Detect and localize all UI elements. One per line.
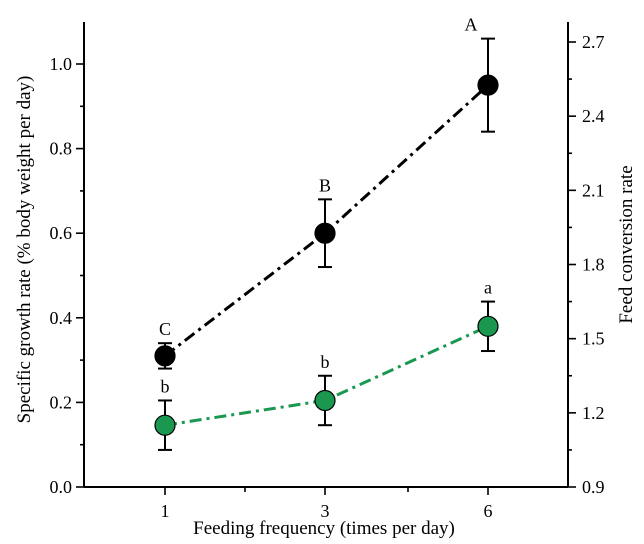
y-left-tick-label: 1.0 bbox=[50, 54, 73, 74]
y-right-tick-label: 2.7 bbox=[582, 32, 605, 52]
significance-label: B bbox=[319, 175, 331, 195]
y-axis-right-title: Feed conversion rate bbox=[616, 165, 637, 323]
y-right-tick-label: 1.5 bbox=[582, 329, 605, 349]
data-point bbox=[314, 222, 336, 244]
y-right-tick-label: 2.1 bbox=[582, 180, 605, 200]
y-left-tick-label: 0.4 bbox=[50, 308, 73, 328]
series-0: C B A bbox=[154, 15, 499, 370]
series-layer: C B Ab b a bbox=[154, 15, 499, 451]
data-point bbox=[477, 74, 499, 96]
y-left-tick-label: 0.2 bbox=[50, 392, 73, 412]
series-line bbox=[164, 84, 490, 358]
data-point bbox=[154, 345, 176, 367]
x-tick-label: 6 bbox=[484, 501, 493, 521]
series-1: b b a bbox=[154, 278, 499, 451]
data-point bbox=[477, 315, 499, 337]
y-left-tick-label: 0.0 bbox=[50, 477, 73, 497]
significance-label: a bbox=[484, 278, 492, 298]
data-point bbox=[314, 389, 336, 412]
y-right-tick-label: 0.9 bbox=[582, 477, 605, 497]
x-tick-label: 3 bbox=[321, 501, 330, 521]
x-axis-title: Feeding frequency (times per day) bbox=[193, 518, 455, 539]
y-axis-left-title: Specific growth rate (% body weight per … bbox=[14, 76, 35, 424]
data-point bbox=[154, 414, 176, 436]
x-tick-label: 1 bbox=[161, 501, 170, 521]
axes: 0.0 0.2 0.4 0.6 0.8 1.0 0.9 1.2 1.5 1.8 2.1 2.4 2.7 1… bbox=[50, 22, 605, 521]
significance-label: b bbox=[321, 352, 330, 372]
y-right-tick-label: 2.4 bbox=[582, 106, 605, 126]
y-left-tick-label: 0.8 bbox=[50, 139, 73, 159]
significance-label: C bbox=[159, 319, 171, 339]
significance-label: A bbox=[465, 15, 478, 35]
y-right-tick-label: 1.8 bbox=[582, 255, 605, 275]
significance-label: b bbox=[161, 376, 170, 396]
y-right-tick-label: 1.2 bbox=[582, 403, 605, 423]
y-left-tick-label: 0.6 bbox=[50, 223, 73, 243]
